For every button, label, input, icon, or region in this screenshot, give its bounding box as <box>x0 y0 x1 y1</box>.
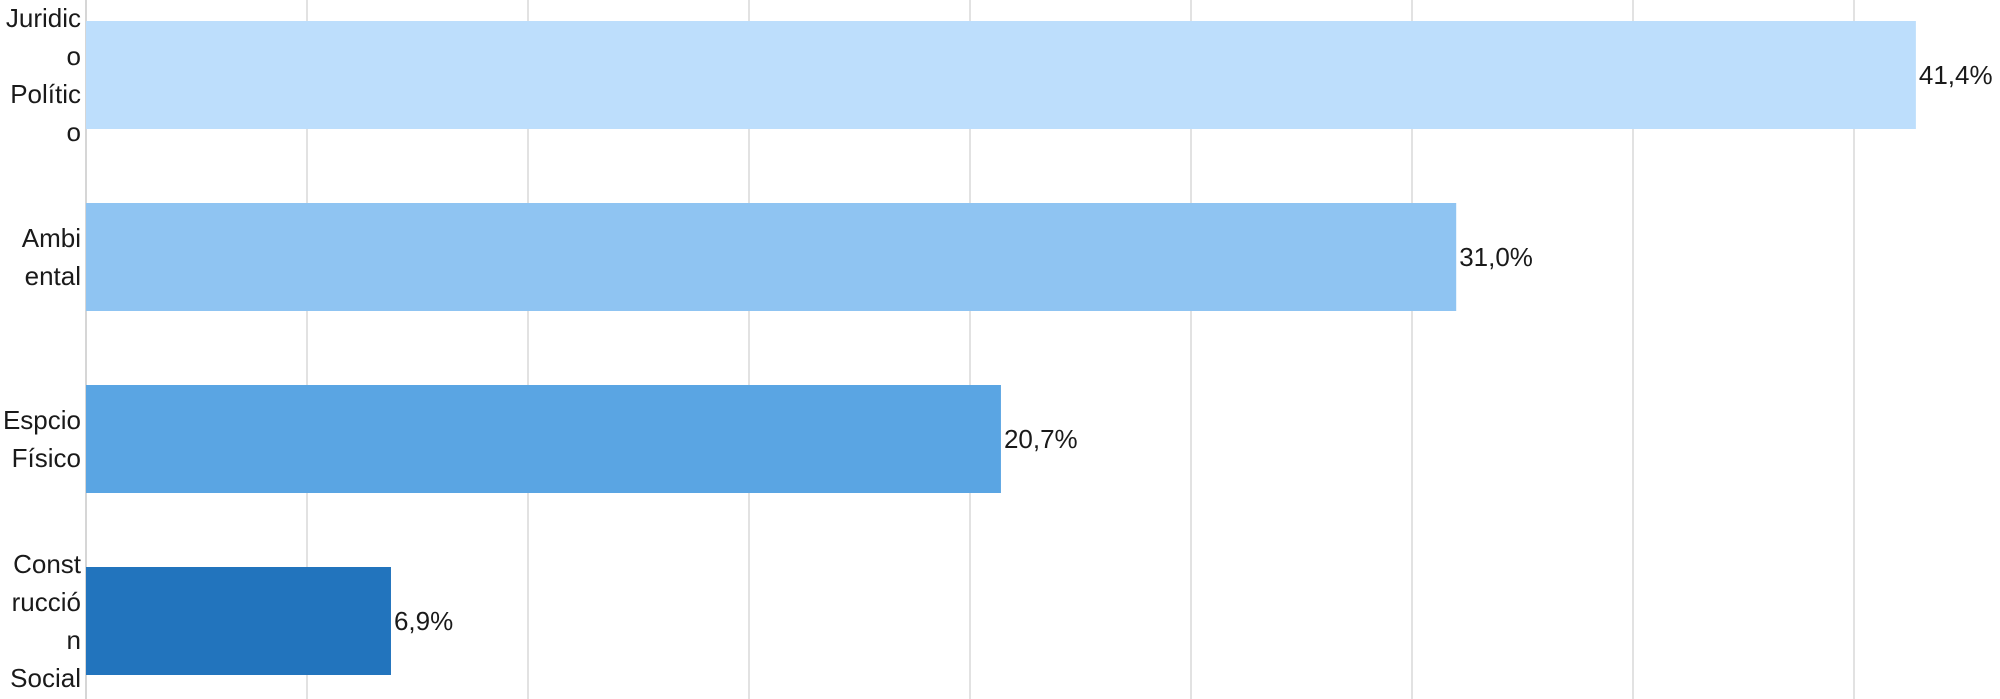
data-label-3: 20,7% <box>1004 424 1078 454</box>
data-label-1: 41,4% <box>1919 60 1993 90</box>
category-label-line: ental <box>25 261 81 291</box>
category-label-3: Espcio Físico <box>3 405 81 473</box>
data-labels: 41,4% 31,0% 20,7% 6,9% <box>394 60 1993 636</box>
category-label-1: Juridic o Polític o <box>6 3 81 147</box>
data-label-4: 6,9% <box>394 606 453 636</box>
category-label-line: Polític <box>10 79 81 109</box>
bar-4 <box>86 567 391 675</box>
category-label-line: n <box>67 625 81 655</box>
category-label-line: Espcio <box>3 405 81 435</box>
bar-2 <box>86 203 1457 311</box>
category-label-line: Social <box>10 663 81 693</box>
category-label-line: Físico <box>12 443 81 473</box>
category-label-line: o <box>67 117 81 147</box>
category-label-4: Const rucció n Social <box>10 549 82 693</box>
category-label-line: Ambi <box>22 223 81 253</box>
data-label-2: 31,0% <box>1459 242 1533 272</box>
category-label-line: Const <box>13 549 82 579</box>
bar-1 <box>86 21 1916 129</box>
category-label-2: Ambi ental <box>22 223 81 291</box>
category-label-line: rucció <box>12 587 81 617</box>
category-labels: Juridic o Polític o Ambi ental Espcio Físico Con… <box>3 3 82 693</box>
category-label-line: Juridic <box>6 3 81 33</box>
bars <box>86 21 1916 675</box>
bar-3 <box>86 385 1001 493</box>
category-label-line: o <box>67 41 81 71</box>
